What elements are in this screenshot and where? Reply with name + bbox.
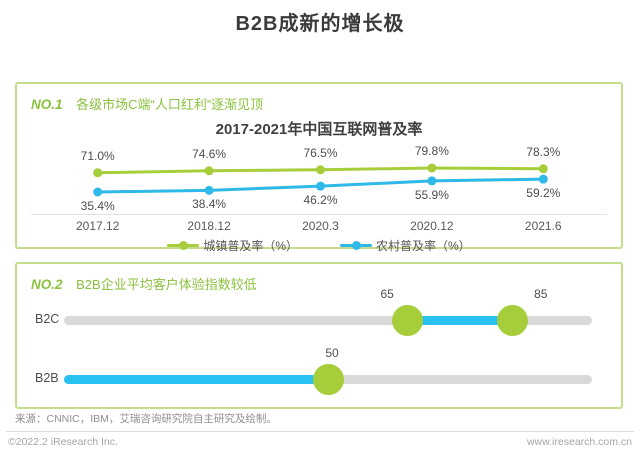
line-chart-plot-area: 71.0% 74.6% 76.5% 79.8% 78.3% 35.4% 38.4% 46.2%… (42, 144, 599, 213)
line-point (204, 185, 214, 195)
x-tick-label: 2021.6 (524, 219, 562, 233)
slider-value-label: 65 (380, 287, 394, 301)
x-axis-line (31, 214, 607, 215)
slider-dot (391, 304, 423, 336)
legend-item: 城镇普及率（%） (167, 237, 298, 254)
x-tick-label: 2020.12 (410, 219, 454, 233)
data-label: 76.5% (303, 145, 338, 160)
section1-header: NO.1 各级市场C端“人口红利”逐渐见顶 (31, 94, 263, 113)
x-tick-label: 2020.3 (302, 219, 339, 233)
section1-heading: 各级市场C端“人口红利”逐渐见顶 (76, 97, 264, 112)
data-label: 79.8% (414, 144, 449, 158)
line-chart-svg (93, 163, 548, 197)
legend-label: 农村普及率（%） (376, 239, 471, 253)
section2-number: NO.2 (31, 277, 63, 292)
legend-marker-icon (340, 241, 372, 250)
legend-item: 农村普及率（%） (340, 237, 471, 254)
section2-header: NO.2 B2B企业平均客户体验指数较低 (31, 274, 257, 293)
data-label: 38.4% (192, 197, 227, 212)
website-link[interactable]: www.iresearch.com.cn (526, 436, 632, 448)
line-point (427, 176, 437, 186)
page-title: B2B成新的增长极 (235, 13, 405, 35)
slider-fill (64, 374, 328, 384)
data-label: 71.0% (80, 148, 115, 163)
slider-value-label: 50 (325, 346, 339, 360)
legend-label: 城镇普及率（%） (203, 239, 298, 253)
source-note: 来源：CNNIC，IBM，艾瑞咨询研究院自主研究及绘制。 (15, 413, 277, 425)
data-label: 55.9% (414, 187, 449, 202)
line-point (316, 181, 325, 191)
slider-dot (497, 304, 529, 336)
row-label: B2C (35, 312, 60, 326)
data-label: 35.4% (80, 199, 115, 213)
data-label: 78.3% (526, 144, 561, 159)
data-label: 59.2% (526, 186, 561, 201)
x-tick-label: 2018.12 (187, 219, 231, 233)
slider-fill (407, 315, 513, 325)
copyright-text: ©2022.2 iResearch Inc. (8, 436, 118, 448)
line-chart-title: 2017-2021年中国互联网普及率 (215, 121, 423, 138)
line-point (93, 168, 103, 178)
slider-value-label: 85 (534, 287, 548, 301)
data-label: 74.6% (192, 146, 227, 161)
legend-marker-icon (167, 241, 200, 250)
data-label: 46.2% (303, 193, 338, 208)
row-label: B2B (35, 371, 59, 385)
line-point (538, 164, 548, 174)
section2-heading: B2B企业平均客户体验指数较低 (76, 277, 257, 292)
x-tick-label: 2017.12 (76, 219, 120, 233)
footer-divider (6, 431, 634, 432)
chart-legend: 城镇普及率（%） 农村普及率（%） (17, 237, 621, 254)
page-footer: ©2022.2 iResearch Inc. www.iresearch.com… (8, 436, 632, 448)
line-point (316, 165, 325, 175)
line-point (93, 187, 103, 197)
slider-track (64, 315, 592, 325)
line-point (538, 174, 548, 184)
line-point (427, 163, 437, 173)
section-internet-penetration: NO.1 各级市场C端“人口红利”逐渐见顶 2017-2021年中国互联网普及率… (15, 82, 623, 253)
slider-dot (312, 363, 344, 395)
section1-number: NO.1 (31, 97, 63, 112)
section-customer-experience: NO.2 B2B企业平均客户体验指数较低 B2C 65 85 B2B 50 (15, 262, 623, 409)
line-point (204, 166, 214, 176)
x-axis-tick-labels: 2017.12 2018.12 2020.3 2020.12 2021.6 (42, 219, 599, 233)
